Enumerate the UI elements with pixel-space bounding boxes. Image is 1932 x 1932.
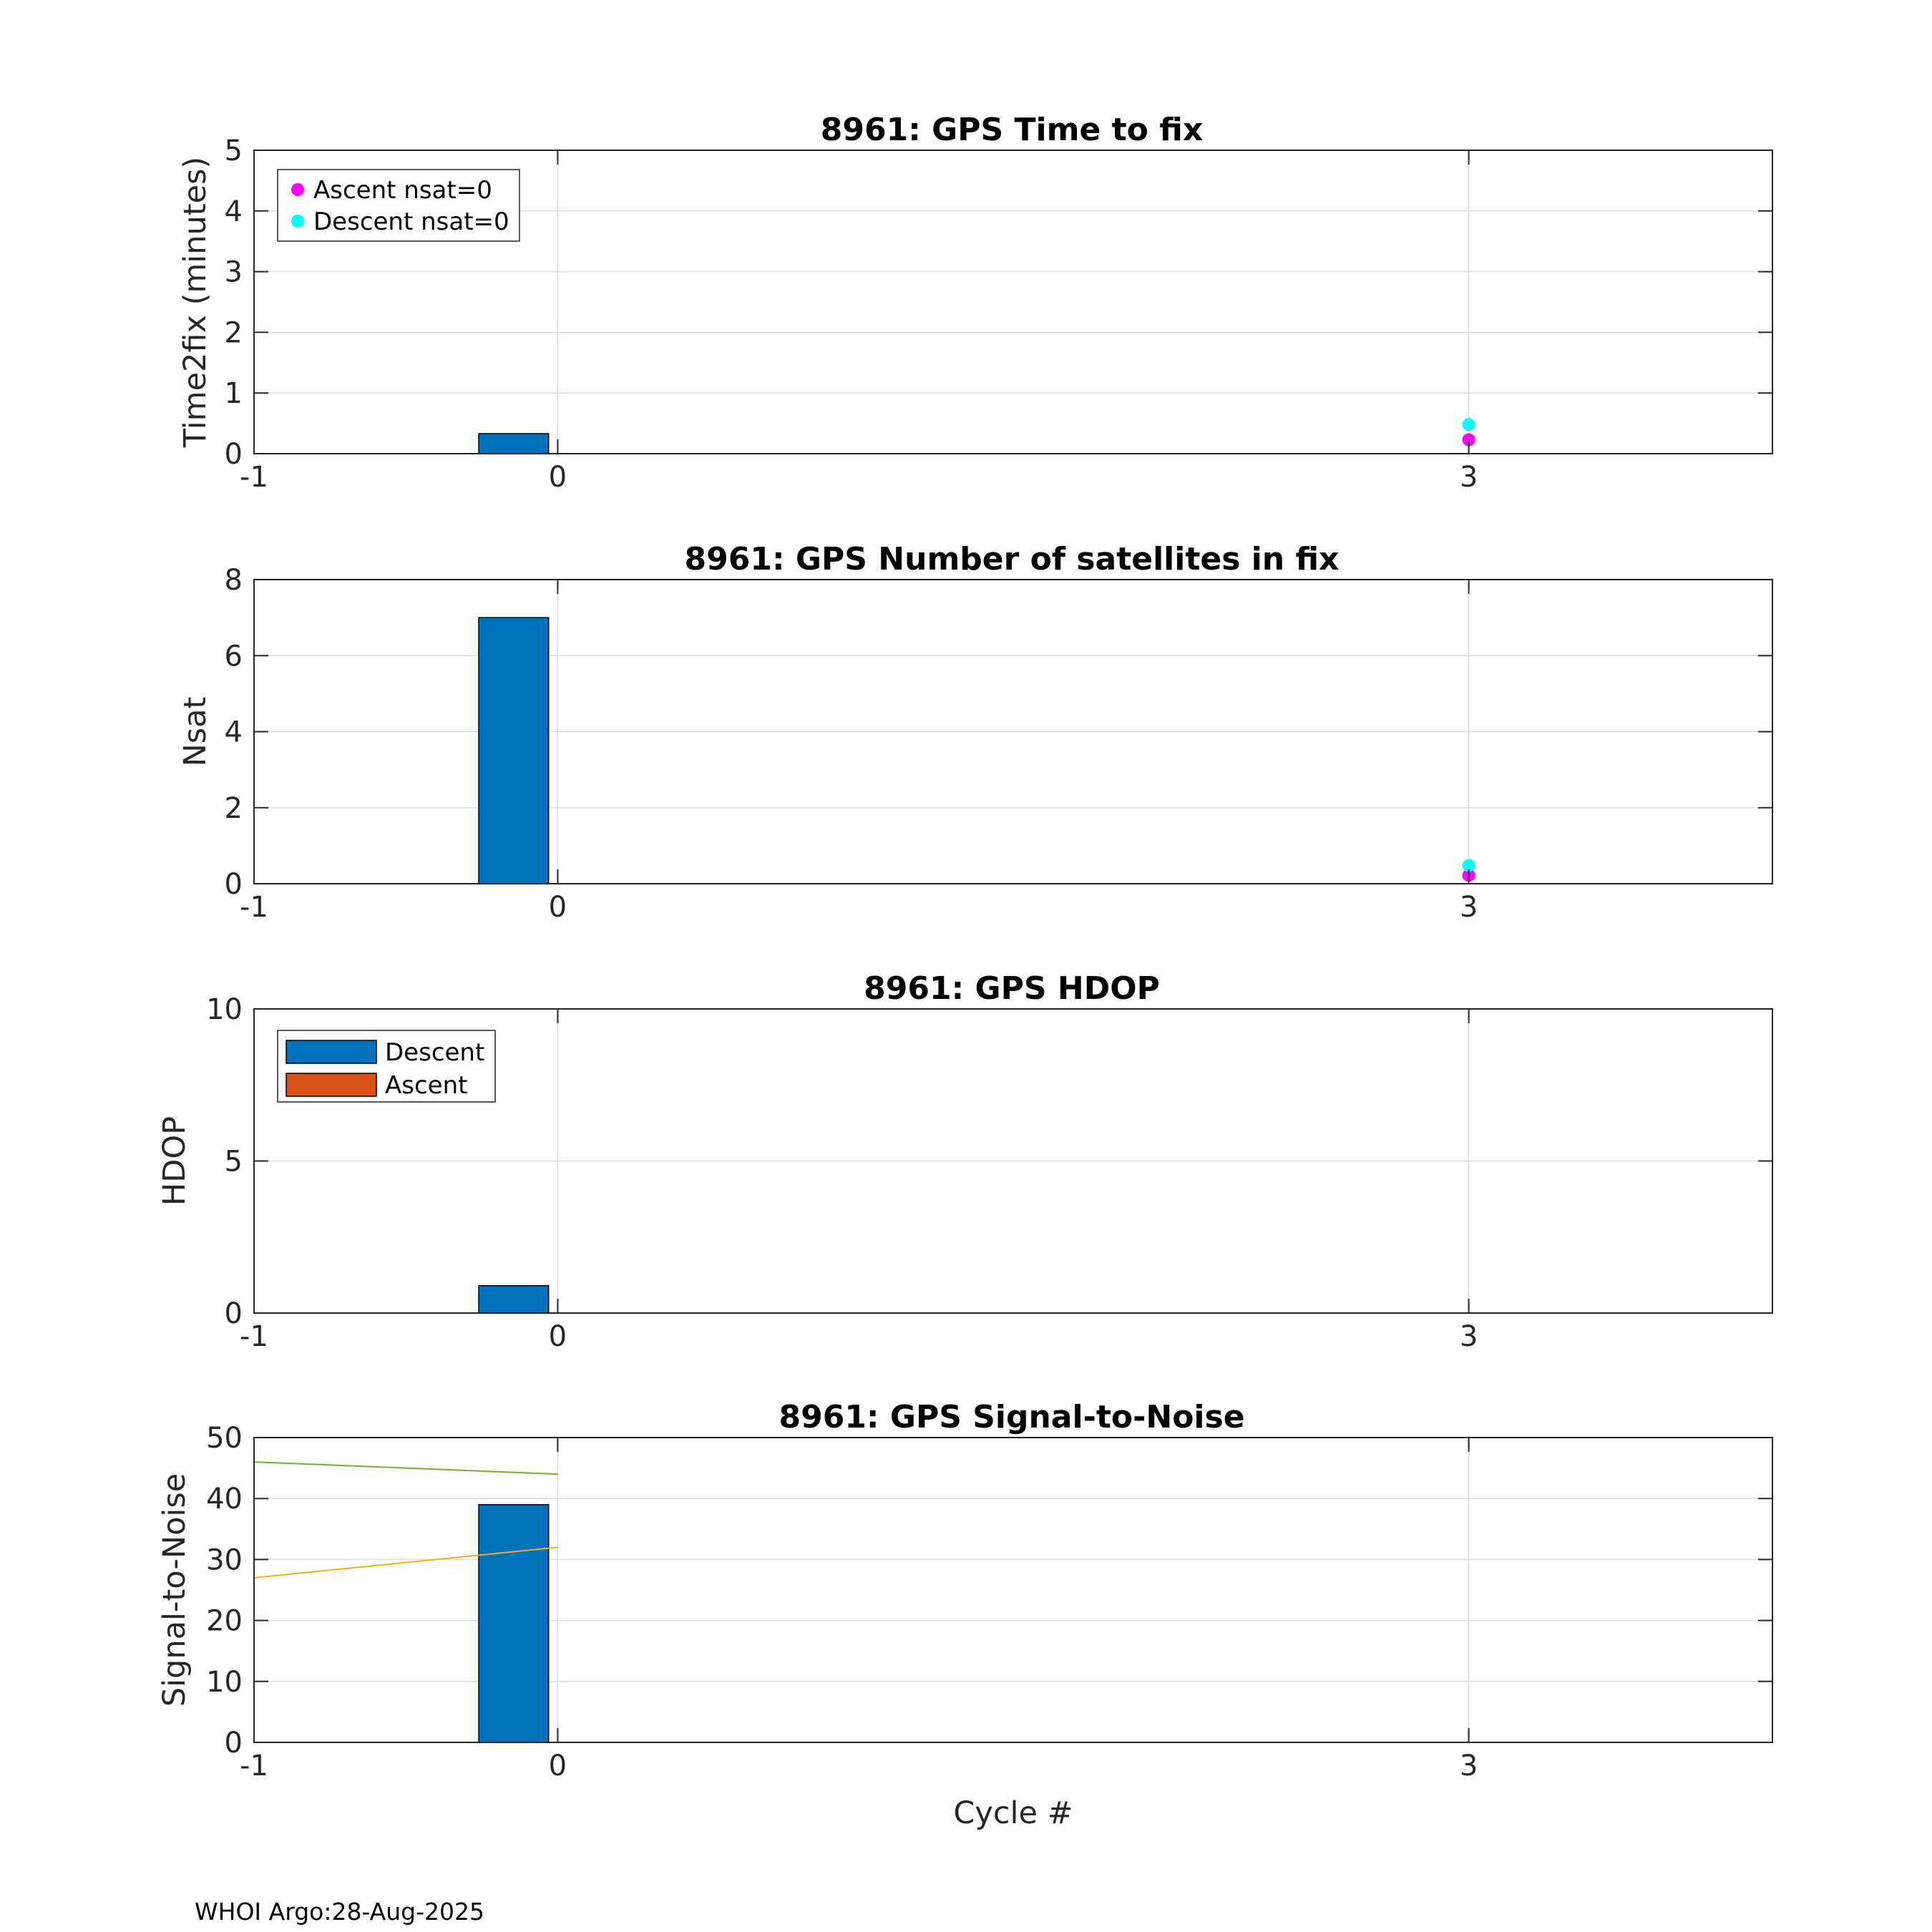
y-axis-label: Signal-to-Noise [157,1473,192,1707]
x-tick-label: 0 [549,891,567,924]
line-snr-green [253,1461,558,1475]
line-snr-yellow [253,1546,558,1579]
y-tick-label: 0 [225,868,243,901]
y-tick-label: 5 [225,1146,243,1179]
y-tick-label: 6 [225,640,243,673]
bar-descent [478,1503,550,1743]
x-tick-label: 0 [549,461,567,494]
point-descent [1462,418,1475,431]
x-tick-label: 0 [549,1320,567,1353]
legend-label: Descent [385,1038,484,1067]
legend-label: Ascent [385,1071,467,1100]
x-tick-label: -1 [240,1750,268,1782]
y-tick-label: 1 [225,377,243,410]
y-tick-label: 50 [206,1422,243,1455]
y-tick-label: 2 [225,792,243,825]
y-tick-label: 20 [206,1605,243,1638]
y-axis-label: HDOP [157,1116,192,1206]
point-descent [1462,859,1475,872]
x-axis-label: Cycle # [953,1795,1073,1831]
y-tick-label: 4 [225,195,243,228]
legend-label: Ascent nsat=0 [313,176,492,205]
y-axis-label: Nsat [177,697,213,767]
y-tick-label: 0 [225,1297,243,1330]
legend-label: Descent nsat=0 [313,208,509,236]
bar-descent [478,1285,550,1314]
y-tick-label: 30 [206,1543,243,1576]
x-tick-label: -1 [240,1320,268,1353]
chart-title: 8961: GPS Signal-to-Noise [779,1399,1244,1435]
x-tick-label: -1 [240,891,268,924]
y-tick-label: 0 [225,438,243,471]
x-tick-label: 3 [1460,461,1478,494]
x-tick-label: 3 [1460,1320,1478,1353]
y-tick-label: 10 [206,993,243,1026]
chart-title: 8961: GPS Number of satellites in fix [685,541,1340,577]
y-tick-label: 2 [225,316,243,349]
y-tick-label: 5 [225,135,243,167]
bar-descent [478,617,550,884]
bar-descent [478,433,550,454]
y-tick-label: 3 [225,256,243,289]
y-tick-label: 0 [225,1727,243,1760]
y-axis-label: Time2fix (minutes) [177,157,213,448]
legend: Ascent nsat=0 Descent nsat=0 [277,169,520,242]
axes-frame [253,1437,1773,1743]
axes-frame [253,150,1773,454]
x-tick-label: 3 [1460,891,1478,924]
y-tick-label: 10 [206,1666,243,1699]
x-tick-label: 0 [549,1750,567,1782]
legend-marker [291,183,304,196]
y-tick-label: 8 [225,564,243,597]
legend-swatch [286,1073,377,1097]
y-tick-label: 40 [206,1483,243,1516]
footer-stamp: WHOI Argo:28-Aug-2025 [195,1898,484,1926]
y-tick-label: 4 [225,716,243,749]
x-tick-label: 3 [1460,1750,1478,1782]
x-tick-label: -1 [240,461,268,494]
legend: Descent Ascent [277,1030,496,1103]
legend-swatch [286,1040,377,1064]
chart-title: 8961: GPS Time to fix [821,112,1203,148]
legend-marker [291,215,304,228]
legend-box [277,169,520,242]
chart-title: 8961: GPS HDOP [864,970,1160,1007]
